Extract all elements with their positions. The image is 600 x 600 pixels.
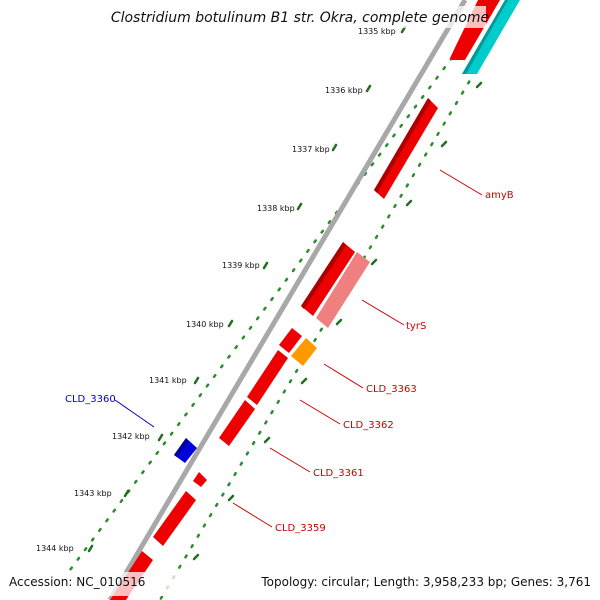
tick-label-1335: 1335 kbp [358, 27, 396, 36]
gene-label-CLD_3359: CLD_3359 [275, 523, 326, 534]
gene-label-CLD_3361: CLD_3361 [313, 468, 364, 479]
gene-label-CLD_3363: CLD_3363 [366, 384, 417, 395]
outer-scale-dots [158, 28, 502, 600]
title-backdrop [112, 6, 486, 28]
tick-marks [87, 25, 407, 553]
tick-label-1342: 1342 kbp [112, 432, 150, 441]
gene-labels: amyB tyrS CLD_3363 CLD_3362 CLD_3361 CLD… [65, 190, 514, 534]
gene-label-tyrS: tyrS [406, 321, 426, 332]
genome-summary-text: Topology: circular; Length: 3,958,233 bp… [260, 575, 591, 589]
inner-scale-dots [68, 0, 497, 572]
tick-labels: 1335 kbp 1336 kbp 1337 kbp 1338 kbp 1339… [36, 27, 396, 553]
genes [110, 0, 520, 600]
gene-CLD_3359-small [193, 472, 207, 487]
gene-CLD_3361 [219, 400, 255, 446]
tick-label-1340: 1340 kbp [186, 320, 224, 329]
gene-red-inner-1 [301, 242, 355, 316]
genome-backbone [107, 0, 468, 600]
tick-label-1344: 1344 kbp [36, 544, 74, 553]
gene-tyrS [316, 252, 370, 328]
tick-label-1337: 1337 kbp [292, 145, 330, 154]
tick-label-1338: 1338 kbp [257, 204, 295, 213]
gene-top-red [450, 0, 500, 60]
tick-label-1343: 1343 kbp [74, 489, 112, 498]
gene-red-lower [153, 491, 196, 546]
leader-lines [114, 169, 483, 528]
accession-text: Accession: NC_010516 [9, 575, 145, 589]
gene-label-CLD_3360: CLD_3360 [65, 394, 116, 405]
tick-label-1336: 1336 kbp [325, 86, 363, 95]
gene-CLD_3363 [291, 338, 317, 366]
gene-red-small [279, 328, 302, 353]
gene-CLD_3362 [247, 350, 288, 405]
gene-amyB [374, 98, 438, 199]
footer-backdrop [0, 572, 600, 596]
outer-tick-marks [192, 81, 483, 561]
tick-label-1339: 1339 kbp [222, 261, 260, 270]
gene-CLD_3360 [174, 438, 197, 463]
page-title: Clostridium botulinum B1 str. Okra, comp… [111, 10, 489, 26]
gene-label-CLD_3362: CLD_3362 [343, 420, 394, 431]
tick-label-1341: 1341 kbp [149, 376, 187, 385]
gene-label-amyB: amyB [485, 190, 514, 201]
